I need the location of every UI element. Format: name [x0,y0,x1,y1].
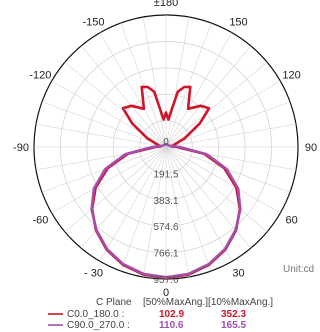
grid-spoke [165,22,212,148]
angle-tick-label: -120 [29,70,51,82]
grid-spoke [165,146,212,272]
legend-half-max-angle: 102.9 [159,309,184,320]
grid-spoke [165,16,190,148]
grid-spoke [165,32,233,148]
grid-spoke [165,45,252,148]
angle-tick-label: 0 [163,287,169,299]
grid-spoke [64,146,167,233]
angle-tick-label: 60 [285,215,297,227]
grid-spoke [165,146,281,214]
radial-tick-label: 383.1 [153,196,178,207]
grid-spoke [99,32,167,148]
grid-spoke [165,123,297,148]
grid-spoke [165,80,281,148]
legend-header-columns: [50%MaxAng.][10%MaxAng.] [143,297,273,308]
grid-spoke [120,22,167,148]
angle-tick-label: 120 [282,70,300,82]
angle-tick-label: -90 [13,142,29,154]
legend-series-name: C0.0_180.0 : [67,309,124,320]
angle-tick-label: -60 [32,215,48,227]
grid-spoke [120,146,167,272]
radial-tick-label: 766.1 [153,249,178,260]
angle-tick-label: -150 [82,16,104,28]
radial-tick-label: 191.5 [153,169,178,180]
unit-label: Unit:cd [283,264,314,275]
grid-spoke [99,146,167,262]
legend-tenth-max-angle: 165.5 [221,320,246,331]
axis-labels: ±180 150 -150 120 -120 90 -90 60 -60 30 - 30 0 0 191.… [13,0,317,299]
grid-spoke [80,45,167,148]
grid-spoke [165,146,190,278]
angle-tick-label: - 30 [84,268,103,280]
radial-tick-label: 957.6 [153,275,178,286]
grid-spoke [41,101,167,148]
grid-spoke [51,80,167,148]
angle-tick-label: 90 [305,142,317,154]
legend-series-name: C90.0_270.0 : [67,320,130,331]
grid-spoke [142,16,167,148]
radial-tick-label: 0 [163,137,169,148]
grid-spoke [142,146,167,278]
series-line-2 [90,142,242,279]
grid-spoke [35,123,167,148]
radial-tick-label: 574.6 [153,222,178,233]
series-group [90,85,242,280]
polar-grid [33,14,299,280]
legend-half-max-angle: 110.6 [159,320,184,331]
legend: C Plane [50%MaxAng.][10%MaxAng.] C0.0_18… [48,297,273,331]
grid-spoke [165,61,268,148]
grid-spoke [51,146,167,214]
grid-spoke [165,146,233,262]
grid-spoke [165,146,268,233]
legend-header: C Plane [96,297,132,308]
angle-tick-label: ±180 [154,0,178,9]
angle-tick-label: 150 [229,16,247,28]
grid-spoke [64,61,167,148]
grid-spoke [165,101,291,148]
angle-tick-label: 30 [232,268,244,280]
legend-tenth-max-angle: 352.3 [221,309,246,320]
